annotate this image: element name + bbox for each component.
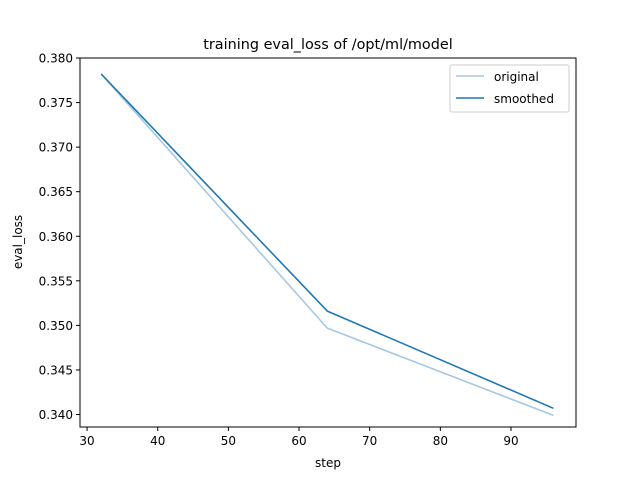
chart-title: training eval_loss of /opt/ml/model <box>203 37 452 53</box>
x-tick-label: 70 <box>362 434 377 448</box>
x-tick-label: 40 <box>150 434 165 448</box>
x-axis-label: step <box>315 456 341 470</box>
x-tick-label: 60 <box>291 434 306 448</box>
y-tick-label: 0.370 <box>39 141 73 155</box>
x-tick-label: 30 <box>79 434 94 448</box>
y-axis-ticks: 0.340 0.345 0.350 0.355 0.360 0.365 0.370 0.375… <box>39 52 80 422</box>
legend-label-original: original <box>494 70 539 84</box>
x-tick-label: 50 <box>221 434 236 448</box>
y-tick-label: 0.350 <box>39 319 73 333</box>
series-line-original <box>100 73 554 417</box>
series-line-smoothed <box>100 73 554 410</box>
y-tick-label: 0.380 <box>39 52 73 66</box>
y-tick-label: 0.340 <box>39 408 73 422</box>
y-tick-label: 0.355 <box>39 274 73 288</box>
y-tick-label: 0.360 <box>39 230 73 244</box>
y-axis-label: eval_loss <box>11 215 25 269</box>
x-tick-label: 90 <box>503 434 518 448</box>
y-tick-label: 0.375 <box>39 96 73 110</box>
y-tick-label: 0.345 <box>39 363 73 377</box>
x-tick-label: 80 <box>433 434 448 448</box>
legend-label-smoothed: smoothed <box>494 92 554 106</box>
y-tick-label: 0.365 <box>39 185 73 199</box>
plot-frame <box>79 57 577 428</box>
series-layer <box>100 73 554 417</box>
x-axis-ticks: 30 40 50 60 70 80 90 <box>79 427 519 448</box>
legend: original smoothed <box>449 64 570 113</box>
